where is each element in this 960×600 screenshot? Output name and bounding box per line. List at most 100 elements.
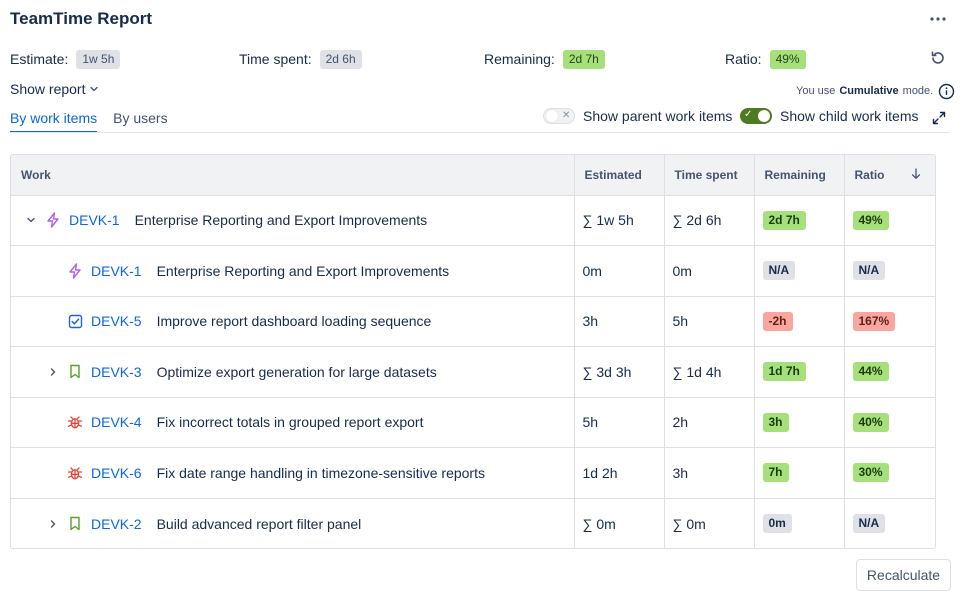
chevron-down-icon [90,86,99,92]
ratio-cell: N/A [843,245,935,297]
ratio-summary: Ratio: 49% [725,48,806,70]
page-title: TeamTime Report [10,9,153,28]
arrow-down-icon[interactable] [911,168,921,180]
remaining-cell: 3h [753,397,844,448]
work-cell: DEVK-6 Fix date range handling in timezon… [11,447,574,499]
work-item-key[interactable]: DEVK-1 [91,262,142,279]
work-item-key[interactable]: DEVK-2 [91,515,142,532]
remaining-value: 2d 7h [562,49,605,69]
mode-info-button[interactable] [937,82,955,100]
chevron-spacer [45,313,61,329]
remaining-cell: 0m [753,498,844,548]
ratio-cell: 49% [843,195,935,246]
mode-name: Cumulative [839,85,899,97]
table-row: DEVK-1 Enterprise Reporting and Export Im… [11,195,935,246]
ratio-lozenge: 30% [852,463,889,483]
work-items-table: Work Estimated Time spent Remaining Rati… [10,154,936,549]
table-row: DEVK-5 Improve report dashboard loading s… [11,296,935,347]
estimate-value: 1w 5h [76,49,121,69]
show-report-toggle[interactable]: Show report [10,81,99,97]
time-spent-cell: 0m [663,245,754,297]
remaining-cell: N/A [753,245,844,297]
show-child-toggle-row: ✓ Show child work items [740,108,919,124]
mode-suffix: mode. [902,85,934,97]
work-item-key[interactable]: DEVK-5 [91,313,142,330]
ratio-lozenge: N/A [852,261,886,281]
time-spent-cell: 5h [663,296,754,347]
chevron-spacer [45,465,61,481]
time-spent-cell: ∑ 2d 6h [663,195,754,246]
checkbox-icon [67,313,83,329]
chevron-right-icon[interactable] [45,364,61,380]
time-spent-value: 2d 6h [319,49,362,69]
show-child-label: Show child work items [780,108,919,124]
recalculate-button[interactable]: Recalculate [856,559,951,591]
time-spent-cell: ∑ 0m [663,498,754,548]
table-header-row: Work Estimated Time spent Remaining Rati… [11,155,935,196]
ratio-value: 49% [769,49,806,69]
info-icon [938,83,954,99]
chevron-down-icon[interactable] [23,212,39,228]
tabs-divider [10,132,950,133]
time-spent-cell: 2h [663,397,754,448]
remaining-lozenge: N/A [762,261,796,281]
work-cell: DEVK-3 Optimize export generation for lar… [11,346,574,398]
expand-button[interactable] [929,108,949,128]
table-row: DEVK-3 Optimize export generation for lar… [11,346,935,398]
work-item-key[interactable]: DEVK-4 [91,414,142,431]
tab-by-users[interactable]: By users [113,110,168,126]
estimate-label: Estimate: [10,51,69,67]
ratio-cell: 167% [843,296,935,347]
bug-icon [67,465,83,481]
estimated-cell: 3h [573,296,664,347]
ratio-lozenge: 40% [852,412,889,432]
column-header-ratio[interactable]: Ratio [843,155,935,196]
estimate-summary: Estimate: 1w 5h [10,48,121,70]
remaining-summary: Remaining: 2d 7h [484,48,605,70]
estimated-cell: 1d 2h [573,447,664,499]
remaining-lozenge: 1d 7h [762,362,806,382]
bookmark-icon [67,364,83,380]
column-header-time-spent[interactable]: Time spent [663,155,754,196]
estimated-cell: ∑ 3d 3h [573,346,664,398]
column-header-work[interactable]: Work [11,155,574,196]
more-horizontal-icon [930,17,946,21]
remaining-lozenge: -2h [762,311,793,331]
remaining-lozenge: 0m [762,514,792,533]
work-item-summary: Fix date range handling in timezone-sens… [156,464,485,481]
refresh-button[interactable] [927,47,949,69]
ratio-cell: N/A [843,498,935,548]
check-icon: ✓ [744,109,753,120]
work-item-key[interactable]: DEVK-6 [91,464,142,481]
estimated-cell: 5h [573,397,664,448]
tab-by-work-items[interactable]: By work items [10,108,98,133]
refresh-icon [931,51,944,64]
column-header-estimated[interactable]: Estimated [573,155,664,196]
bug-icon [67,414,83,430]
work-item-key[interactable]: DEVK-1 [69,212,120,229]
ratio-lozenge: 167% [852,311,896,331]
show-report-label: Show report [10,81,86,97]
show-parent-label: Show parent work items [583,108,733,124]
ratio-cell: 30% [843,447,935,499]
chevron-right-icon[interactable] [45,516,61,532]
estimated-cell: ∑ 0m [573,498,664,548]
toggle-knob [758,110,770,122]
table-row: DEVK-4 Fix incorrect totals in grouped re… [11,397,935,448]
table-row: DEVK-1 Enterprise Reporting and Export Im… [11,245,935,297]
ratio-label: Ratio: [725,51,762,67]
chevron-spacer [45,414,61,430]
lightning-icon [45,212,61,228]
toggle-knob [546,110,558,122]
show-child-toggle[interactable]: ✓ [740,108,772,124]
column-header-remaining[interactable]: Remaining [753,155,844,196]
work-cell: DEVK-2 Build advanced report filter panel [11,498,574,548]
time-spent-label: Time spent: [239,51,312,67]
work-item-summary: Optimize export generation for large dat… [156,363,437,380]
ratio-lozenge: 49% [852,210,889,230]
work-item-key[interactable]: DEVK-3 [91,363,142,380]
more-options-button[interactable] [925,8,951,30]
show-parent-toggle[interactable]: ✕ [543,108,575,124]
chevron-spacer [45,263,61,279]
show-parent-toggle-row: ✕ Show parent work items [543,108,732,124]
